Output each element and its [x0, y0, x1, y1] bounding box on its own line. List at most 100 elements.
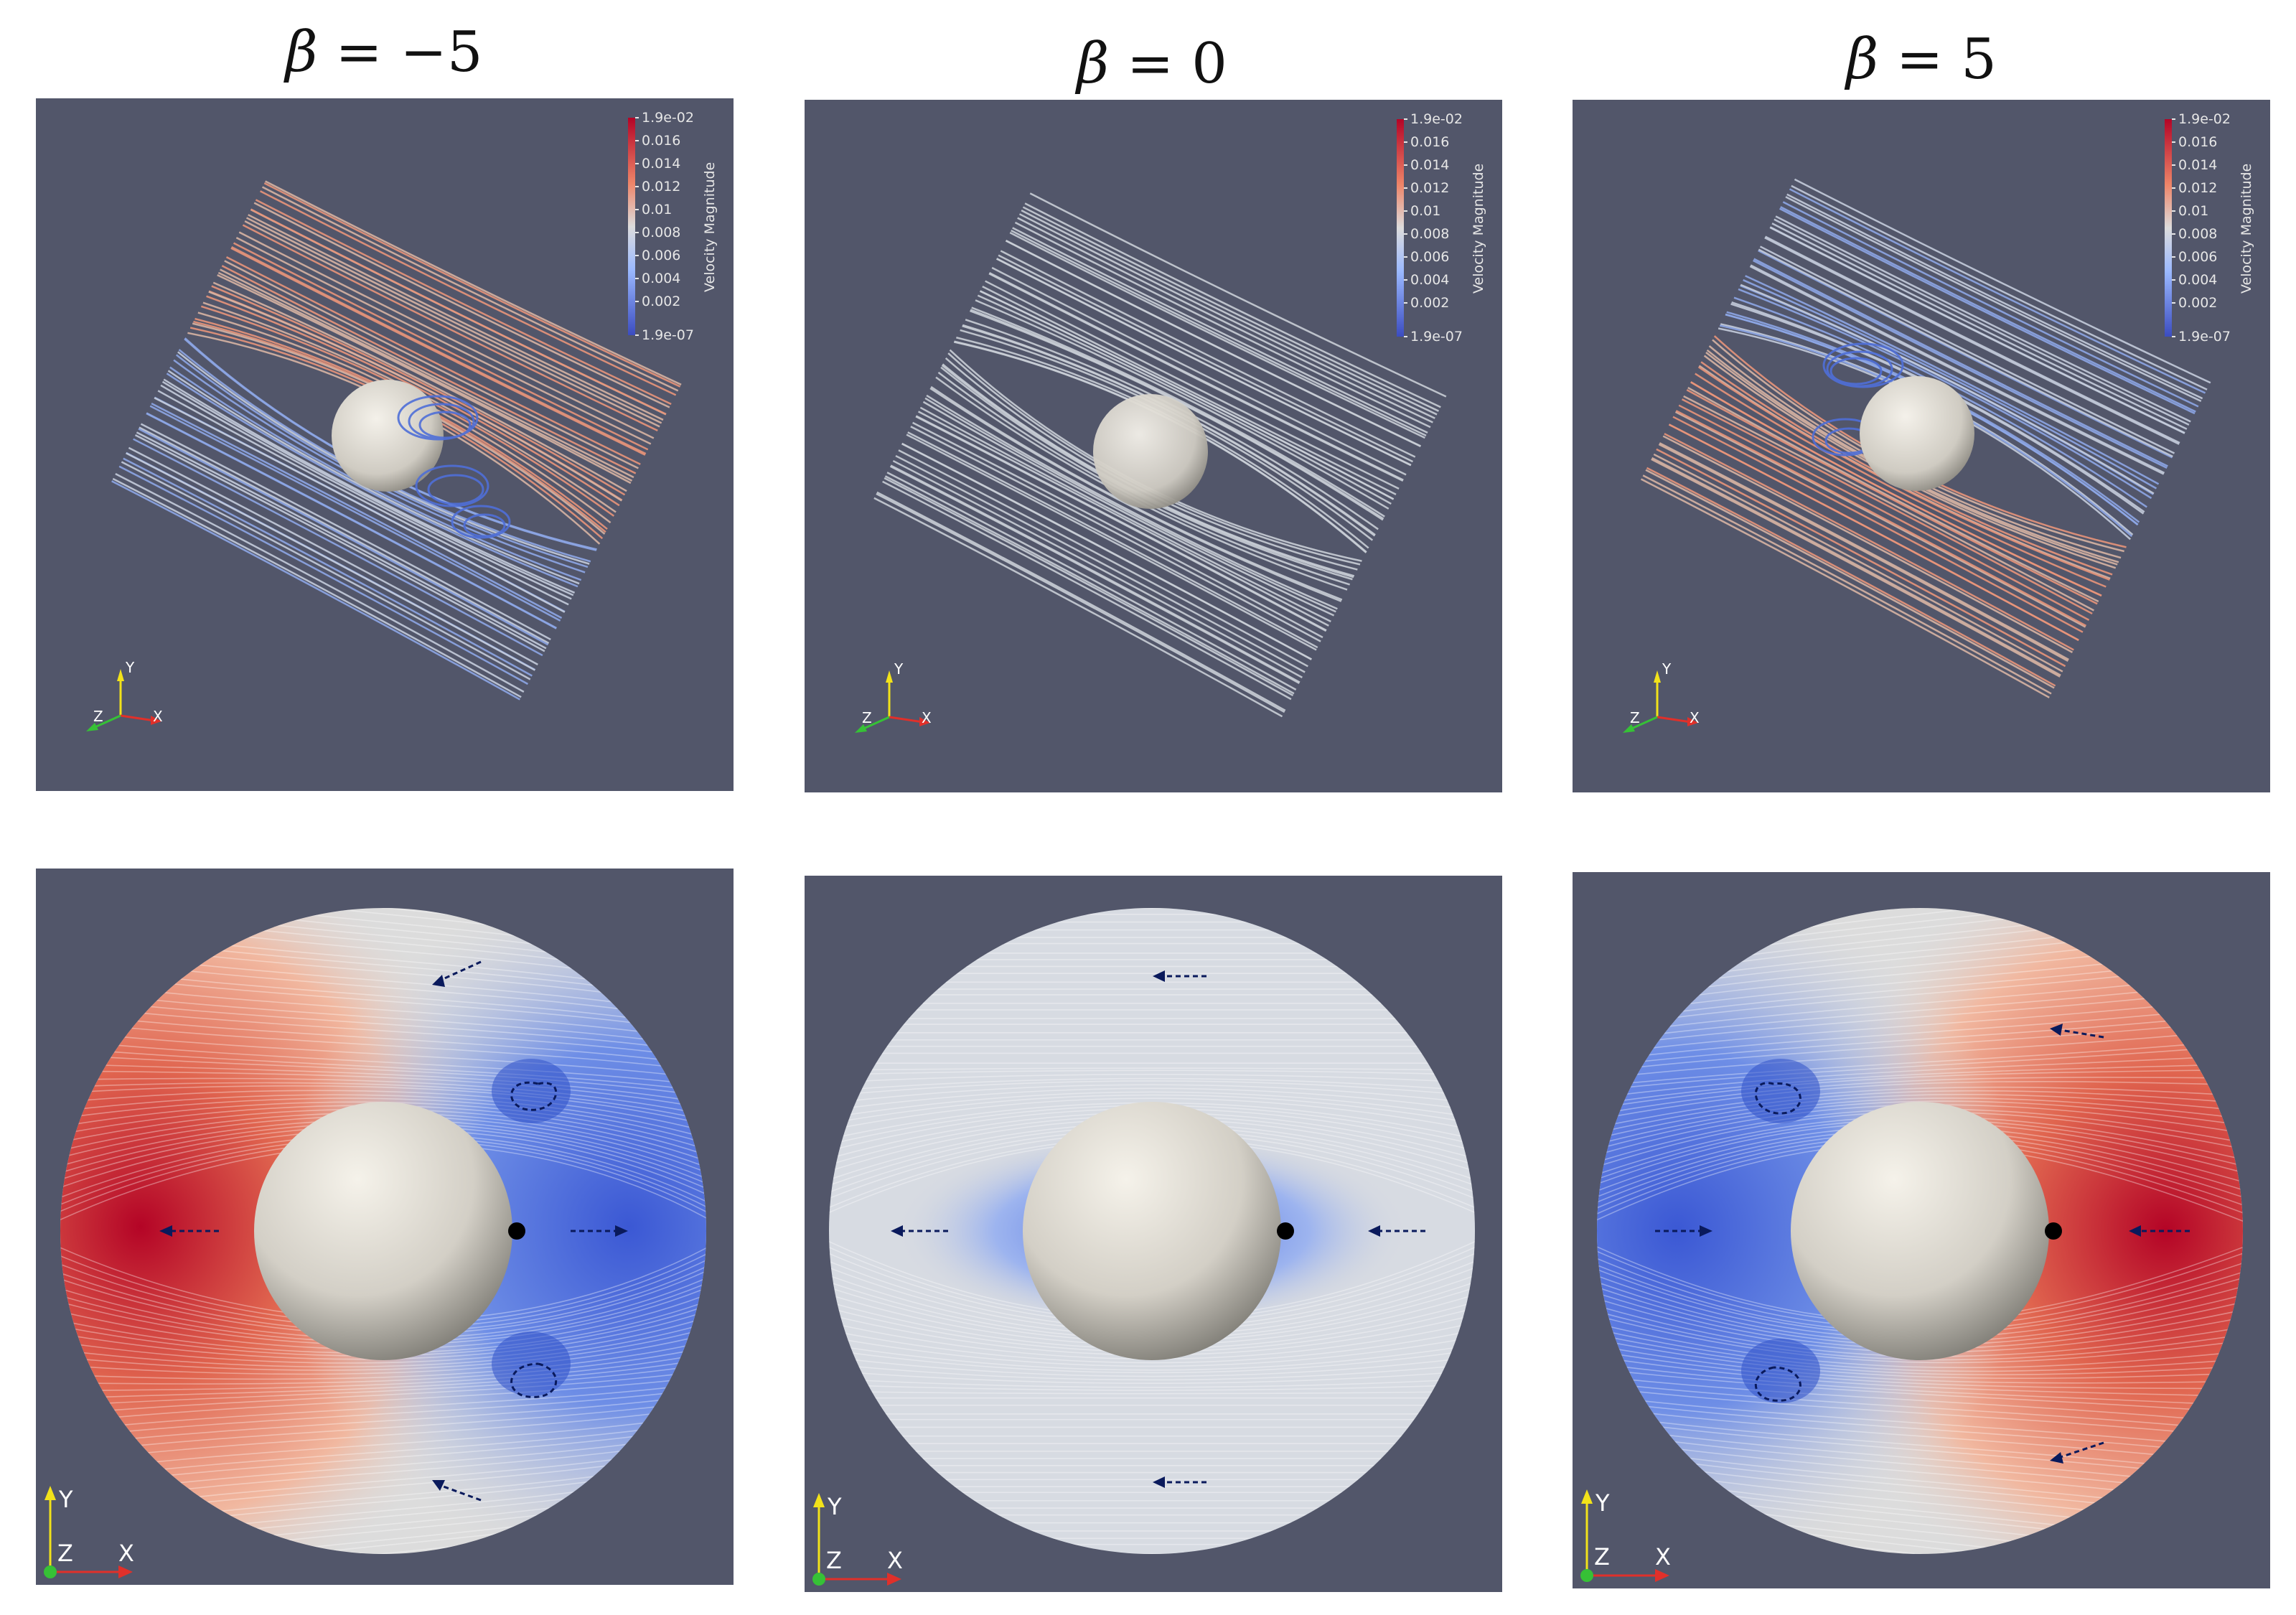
colorbar-min-label: 1.9e-07 — [1410, 329, 1463, 345]
streamline — [133, 438, 543, 657]
lic-streak — [60, 1385, 706, 1441]
streamline — [1749, 265, 2165, 475]
colorbar-tick-label: 0.002 — [1410, 295, 1449, 311]
axis-label-y: Y — [58, 1486, 73, 1513]
lic-view-beta-5[interactable]: Y X Z — [1573, 872, 2270, 1588]
streamline — [128, 446, 538, 665]
lic-streak — [1597, 1353, 2243, 1398]
lic-view-beta-0[interactable]: Y X Z — [805, 876, 1502, 1592]
orientation-axes: Y X Z — [1623, 660, 1700, 733]
lic-streak — [60, 1397, 706, 1457]
streamline — [991, 266, 1407, 476]
streamline — [146, 412, 557, 629]
streamline — [924, 397, 1336, 613]
vortex-core — [1741, 1339, 1820, 1403]
lic-streak — [60, 1360, 706, 1408]
lic-streak — [829, 1084, 1475, 1107]
axis-label-z: Z — [862, 709, 872, 726]
streamline-view-beta-0[interactable]: 1.9e-02 0.016 0.014 0.012 0.01 0.008 0.006 0.00… — [805, 100, 1502, 792]
lic-streak — [60, 1310, 706, 1364]
axis-label-z: Z — [1630, 709, 1640, 726]
colorbar-tick-label: 0.01 — [1410, 203, 1440, 219]
streamline — [1740, 284, 2155, 495]
streamline — [260, 190, 677, 396]
colorbar-tick-label: 0.006 — [2178, 249, 2217, 265]
lic-streak — [60, 1085, 706, 1130]
colorbar-tick-label: 0.012 — [1410, 180, 1449, 196]
colorbar-tick-label: 0.012 — [642, 179, 680, 195]
streamline — [890, 464, 1301, 683]
streamline — [1745, 275, 2160, 485]
lic-streak — [1597, 1324, 2243, 1372]
streamline — [208, 291, 622, 502]
lic-streak — [1597, 1392, 2243, 1451]
lic-canvas — [829, 908, 1475, 1554]
streamline — [140, 423, 551, 641]
orientation-axes: Y X Z — [44, 1486, 134, 1578]
sphere — [254, 1102, 512, 1360]
streamline — [906, 434, 1317, 651]
streamline — [912, 421, 1323, 639]
lic-streak — [60, 1090, 706, 1138]
streamline — [988, 273, 1404, 482]
streamline — [1743, 278, 2157, 490]
flow-arrowheads — [1700, 1024, 2141, 1464]
lic-streak — [1597, 1077, 2243, 1119]
streamline — [1780, 206, 2196, 413]
streamline-canvas — [111, 180, 682, 701]
streamline — [217, 273, 632, 484]
axis-label-x: X — [1690, 709, 1700, 726]
axis-label-z: Z — [1594, 1543, 1610, 1570]
streamline — [1690, 381, 2102, 596]
streamline-canvas — [1640, 178, 2211, 698]
streamline — [876, 491, 1286, 711]
streamline — [1683, 395, 2094, 612]
streamline — [1640, 478, 2050, 698]
streamline — [1753, 259, 2168, 469]
streamline — [167, 370, 580, 585]
streamline — [1785, 196, 2202, 402]
streamline — [876, 492, 1285, 713]
streamline — [225, 256, 641, 465]
streamline — [118, 465, 529, 685]
colorbar-max-label: 1.9e-02 — [642, 110, 694, 126]
streamline — [917, 411, 1329, 627]
streamline — [1000, 250, 1416, 458]
colorbar-tick-label: 0.016 — [1410, 134, 1449, 150]
streamline — [977, 294, 1392, 505]
axis-label-y: Y — [1662, 660, 1672, 678]
lic-streak — [1597, 1086, 2243, 1133]
streamline — [224, 260, 639, 469]
streamline — [1651, 457, 2061, 676]
colorbar-tick-label: 0.014 — [2178, 157, 2217, 173]
lic-streak — [60, 1322, 706, 1371]
streamline — [1794, 178, 2211, 384]
sphere — [332, 380, 444, 492]
lic-streak — [60, 1045, 706, 1095]
lic-streak — [829, 1069, 1475, 1077]
lic-view-beta-minus-5[interactable]: Y X Z — [36, 869, 734, 1585]
lic-streak — [829, 1077, 1475, 1093]
streamline — [1021, 209, 1438, 416]
colorbar-tick-label: 0.002 — [642, 294, 680, 309]
streamline-view-beta-5[interactable]: 1.9e-02 0.016 0.014 0.012 0.01 0.008 0.006 0.00… — [1573, 100, 2270, 792]
lic-streak — [1597, 995, 2243, 1058]
lic-streak — [1597, 1043, 2243, 1093]
streamline — [1686, 389, 2098, 605]
streamline — [242, 224, 658, 432]
streamline — [1024, 202, 1441, 408]
orientation-axes: Y X Z — [812, 1493, 903, 1586]
streamline-view-beta-minus-5[interactable]: 1.9e-02 0.016 0.014 0.012 0.01 0.008 0.006 0.00… — [36, 98, 734, 791]
lic-streak — [60, 1018, 706, 1075]
colorbar-title: Velocity Magnitude — [2239, 164, 2254, 294]
lic-streak — [60, 1328, 706, 1375]
streamline — [980, 290, 1395, 500]
streamline — [1771, 223, 2188, 430]
streamline — [123, 457, 533, 677]
streamline — [1014, 221, 1431, 429]
lic-streak — [60, 1380, 706, 1434]
streamline — [1011, 230, 1427, 437]
colorbar-tick-label: 0.012 — [2178, 180, 2217, 196]
lic-streak — [829, 1346, 1475, 1374]
streamline — [1775, 215, 2191, 423]
